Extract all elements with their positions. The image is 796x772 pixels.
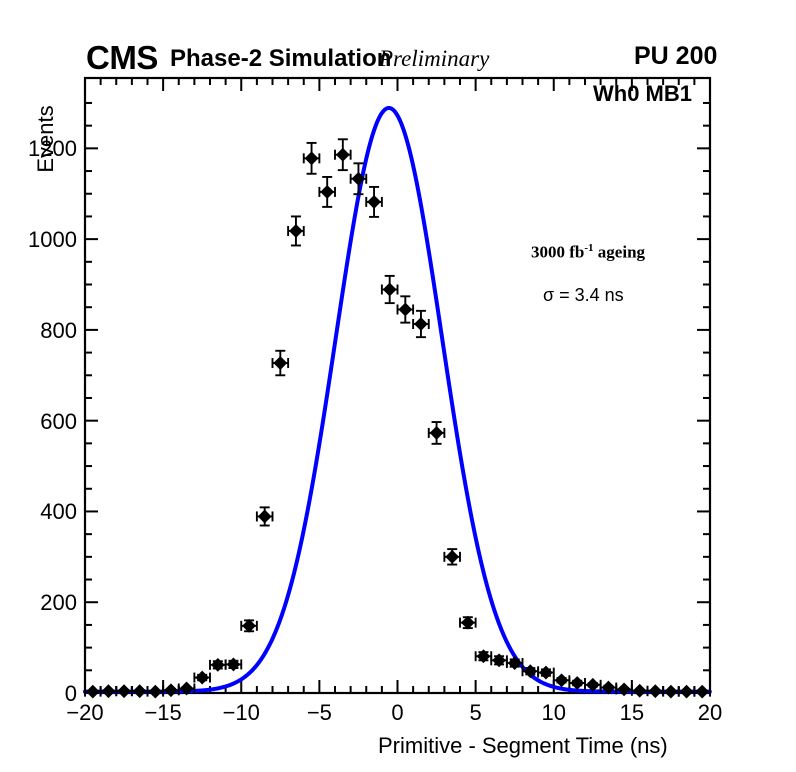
data-point <box>615 682 633 697</box>
gaussian-fit-curve <box>83 105 712 694</box>
cms-sublabel: Phase-2 Simulation <box>170 45 392 72</box>
data-point <box>521 664 540 679</box>
y-tick-label: 400 <box>40 499 77 525</box>
y-tick-label: 1000 <box>28 227 77 253</box>
data-point <box>552 673 571 688</box>
data-point <box>630 683 649 698</box>
x-tick-label: 10 <box>541 700 566 725</box>
ageing-exponent: -1 <box>584 242 594 254</box>
cms-status-label: Preliminary <box>379 46 490 71</box>
ageing-suffix: ageing <box>593 242 646 262</box>
ageing-prefix: 3000 fb <box>531 242 585 262</box>
y-tick-label: 1200 <box>28 136 77 162</box>
x-tick-label: −15 <box>144 700 182 725</box>
data-point <box>99 684 118 699</box>
x-tick-label: 20 <box>697 700 723 725</box>
data-point <box>130 684 149 699</box>
x-tick-label: −10 <box>222 700 260 725</box>
data-point <box>240 618 258 633</box>
data-point <box>599 680 618 695</box>
data-point <box>662 684 680 699</box>
data-point <box>646 684 665 699</box>
cms-logo: CMS <box>86 39 158 76</box>
data-point <box>568 676 586 690</box>
data-points-group <box>84 138 711 699</box>
data-point <box>146 684 165 699</box>
pileup-label: PU 200 <box>634 42 718 70</box>
data-point <box>443 548 461 566</box>
data-point <box>459 615 477 630</box>
axis-ticks <box>84 78 711 694</box>
data-point <box>693 684 711 699</box>
data-point <box>287 215 305 247</box>
x-tick-label: 5 <box>469 700 482 725</box>
data-point <box>271 349 290 377</box>
data-point <box>209 657 227 672</box>
data-point <box>318 175 336 208</box>
data-point <box>505 656 524 670</box>
x-tick-label: 0 <box>391 700 404 725</box>
data-point <box>427 421 446 445</box>
data-point <box>677 684 696 699</box>
data-point <box>115 684 133 699</box>
data-point <box>396 295 415 324</box>
sigma-annotation: σ = 3.4 ns <box>543 285 624 305</box>
data-point <box>162 683 180 698</box>
data-point <box>255 506 274 527</box>
data-point <box>380 274 399 305</box>
data-point <box>490 653 508 668</box>
data-point <box>84 684 102 699</box>
data-point <box>365 185 383 218</box>
y-tick-label: 600 <box>40 408 77 434</box>
data-point <box>193 670 211 685</box>
plot-frame <box>83 76 712 695</box>
y-tick-label: 0 <box>64 681 77 706</box>
data-point <box>334 138 352 172</box>
y-tick-label: 200 <box>40 590 77 616</box>
x-tick-label: 15 <box>619 700 645 725</box>
region-label: Wh0 MB1 <box>593 81 692 106</box>
x-tick-label: −5 <box>306 700 332 725</box>
data-point <box>537 665 555 680</box>
y-tick-label: 800 <box>40 317 77 343</box>
data-point <box>412 309 430 339</box>
data-point <box>224 657 243 672</box>
data-point <box>302 141 321 175</box>
data-point <box>474 649 493 664</box>
data-point <box>177 681 196 696</box>
ageing-annotation: 3000 fb-1 ageing <box>531 243 645 261</box>
x-tick-label: −20 <box>66 700 104 725</box>
data-point <box>349 162 368 196</box>
x-axis-title: Primitive - Segment Time (ns) <box>378 733 668 758</box>
